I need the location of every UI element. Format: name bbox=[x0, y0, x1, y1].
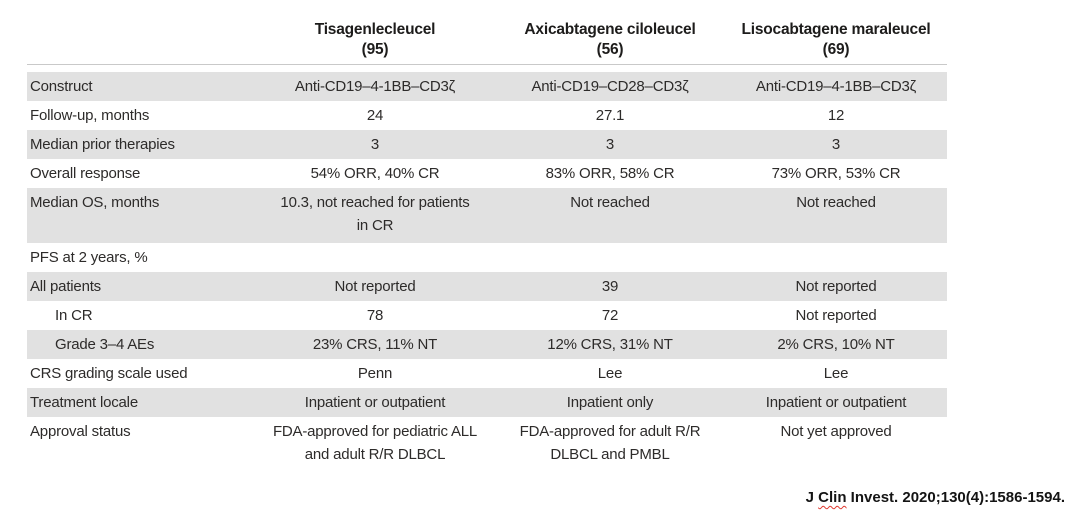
car-t-comparison-table: Tisagenlecleucel (95) Axicabtagene cilol… bbox=[27, 20, 947, 472]
table-row-median-os: Median OS, months 10.3, not reached for … bbox=[27, 188, 947, 243]
cell-value bbox=[255, 243, 495, 272]
citation-spellcheck-word: Clin bbox=[818, 489, 847, 506]
cell-value: 3 bbox=[831, 136, 841, 153]
cell-value: 10.3, not reached for patients in CR bbox=[280, 194, 470, 234]
cell-value: 72 bbox=[601, 307, 619, 324]
cell-value bbox=[725, 243, 947, 272]
cell-value: 12% CRS, 31% NT bbox=[547, 336, 673, 353]
cell-value: Lee bbox=[823, 365, 849, 382]
cell-value: Not reported bbox=[795, 307, 877, 324]
column-sample-size: (69) bbox=[822, 41, 850, 58]
table-row-approval-status: Approval status FDA-approved for pediatr… bbox=[27, 417, 947, 472]
table-row-followup: Follow-up, months 24 27.1 12 bbox=[27, 101, 947, 130]
cell-value: 2% CRS, 10% NT bbox=[777, 336, 895, 353]
table-row-grade-aes: Grade 3–4 AEs 23% CRS, 11% NT 12% CRS, 3… bbox=[27, 330, 947, 359]
column-sample-size: (56) bbox=[596, 41, 624, 58]
row-label: Treatment locale bbox=[30, 394, 138, 411]
column-name: Axicabtagene ciloleucel bbox=[524, 21, 696, 38]
column-header-lisocabtagene: Lisocabtagene maraleucel (69) bbox=[725, 20, 947, 60]
cell-value: Inpatient or outpatient bbox=[765, 394, 907, 411]
citation-suffix: Invest. 2020;130(4):1586-1594. bbox=[846, 489, 1065, 506]
cell-value: Lee bbox=[597, 365, 623, 382]
cell-value: 27.1 bbox=[595, 107, 625, 124]
table-body: Construct Anti-CD19–4-1BB–CD3ζ Anti-CD19… bbox=[27, 72, 947, 472]
row-label: Median OS, months bbox=[30, 194, 160, 211]
table-row-construct: Construct Anti-CD19–4-1BB–CD3ζ Anti-CD19… bbox=[27, 72, 947, 101]
row-label: PFS at 2 years, % bbox=[30, 249, 148, 266]
table-row-prior-therapies: Median prior therapies 3 3 3 bbox=[27, 130, 947, 159]
cell-value: Anti-CD19–CD28–CD3ζ bbox=[531, 78, 689, 95]
cell-value: 23% CRS, 11% NT bbox=[312, 336, 438, 353]
cell-value: 78 bbox=[366, 307, 384, 324]
row-label: Median prior therapies bbox=[30, 136, 175, 153]
table-row-all-patients: All patients Not reported 39 Not reporte… bbox=[27, 272, 947, 301]
row-label: Approval status bbox=[30, 423, 131, 440]
column-sample-size: (95) bbox=[361, 41, 389, 58]
cell-value: Not reached bbox=[570, 194, 650, 211]
cell-value: Inpatient or outpatient bbox=[304, 394, 446, 411]
column-name: Tisagenlecleucel bbox=[314, 21, 436, 38]
cell-value: 24 bbox=[366, 107, 384, 124]
row-label: CRS grading scale used bbox=[30, 365, 188, 382]
cell-value: 3 bbox=[605, 136, 615, 153]
citation-prefix: J bbox=[805, 489, 819, 506]
header-spacer bbox=[27, 20, 255, 60]
column-header-tisagenlecleucel: Tisagenlecleucel (95) bbox=[255, 20, 495, 60]
table-row-pfs-section: PFS at 2 years, % bbox=[27, 243, 947, 272]
cell-value: Not reported bbox=[795, 278, 877, 295]
row-label: Follow-up, months bbox=[30, 107, 150, 124]
row-label: In CR bbox=[55, 307, 93, 324]
cell-value: Inpatient only bbox=[566, 394, 654, 411]
cell-value: Not reported bbox=[334, 278, 416, 295]
table-row-overall-response: Overall response 54% ORR, 40% CR 83% ORR… bbox=[27, 159, 947, 188]
cell-value: 39 bbox=[601, 278, 619, 295]
cell-value: Penn bbox=[357, 365, 393, 382]
cell-value: 83% ORR, 58% CR bbox=[545, 165, 675, 182]
cell-value: Not yet approved bbox=[780, 423, 892, 440]
cell-value: 54% ORR, 40% CR bbox=[310, 165, 440, 182]
cell-value: FDA-approved for adult R/R DLBCL and PMB… bbox=[519, 423, 701, 463]
table-row-treatment-locale: Treatment locale Inpatient or outpatient… bbox=[27, 388, 947, 417]
table-row-in-cr: In CR 78 72 Not reported bbox=[27, 301, 947, 330]
cell-value: 73% ORR, 53% CR bbox=[771, 165, 901, 182]
cell-value: 3 bbox=[370, 136, 380, 153]
cell-value: Anti-CD19–4-1BB–CD3ζ bbox=[755, 78, 917, 95]
row-label: Grade 3–4 AEs bbox=[55, 336, 155, 353]
row-label: All patients bbox=[30, 278, 101, 295]
cell-value: Anti-CD19–4-1BB–CD3ζ bbox=[294, 78, 456, 95]
table-row-crs-scale: CRS grading scale used Penn Lee Lee bbox=[27, 359, 947, 388]
table-header-row: Tisagenlecleucel (95) Axicabtagene cilol… bbox=[27, 20, 947, 65]
cell-value: FDA-approved for pediatric ALL and adult… bbox=[272, 423, 478, 463]
row-label: Overall response bbox=[30, 165, 141, 182]
journal-citation: J Clin Invest. 2020;130(4):1586-1594. bbox=[806, 489, 1065, 506]
column-header-axicabtagene: Axicabtagene ciloleucel (56) bbox=[495, 20, 725, 60]
cell-value bbox=[495, 243, 725, 272]
row-label: Construct bbox=[30, 78, 93, 95]
cell-value: 12 bbox=[827, 107, 845, 124]
column-name: Lisocabtagene maraleucel bbox=[741, 21, 931, 38]
cell-value: Not reached bbox=[796, 194, 876, 211]
